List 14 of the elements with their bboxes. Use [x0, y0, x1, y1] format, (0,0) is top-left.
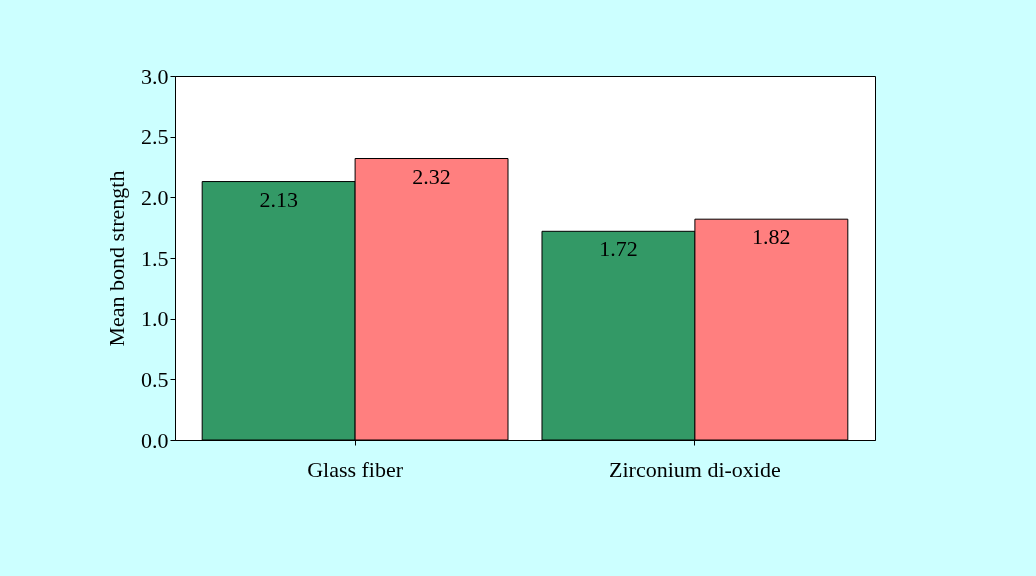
x-tick-label: Zirconium di-oxide [609, 456, 781, 482]
y-tick-label: 0.5 [141, 366, 169, 392]
data-label: 2.32 [412, 163, 451, 189]
data-label: 1.72 [599, 236, 638, 262]
x-tick-label: Glass fiber [307, 456, 404, 482]
y-tick-label: 1.5 [141, 245, 169, 271]
y-tick-label: 1.0 [141, 306, 169, 332]
y-tick-label: 3.0 [141, 63, 169, 89]
y-axis-title: Mean bond strength [104, 170, 129, 347]
y-tick-label: 0.0 [141, 427, 169, 453]
data-label: 1.82 [752, 224, 791, 250]
y-tick-label: 2.0 [141, 184, 169, 210]
y-tick-label: 2.5 [141, 124, 169, 150]
data-label: 2.13 [259, 186, 298, 212]
